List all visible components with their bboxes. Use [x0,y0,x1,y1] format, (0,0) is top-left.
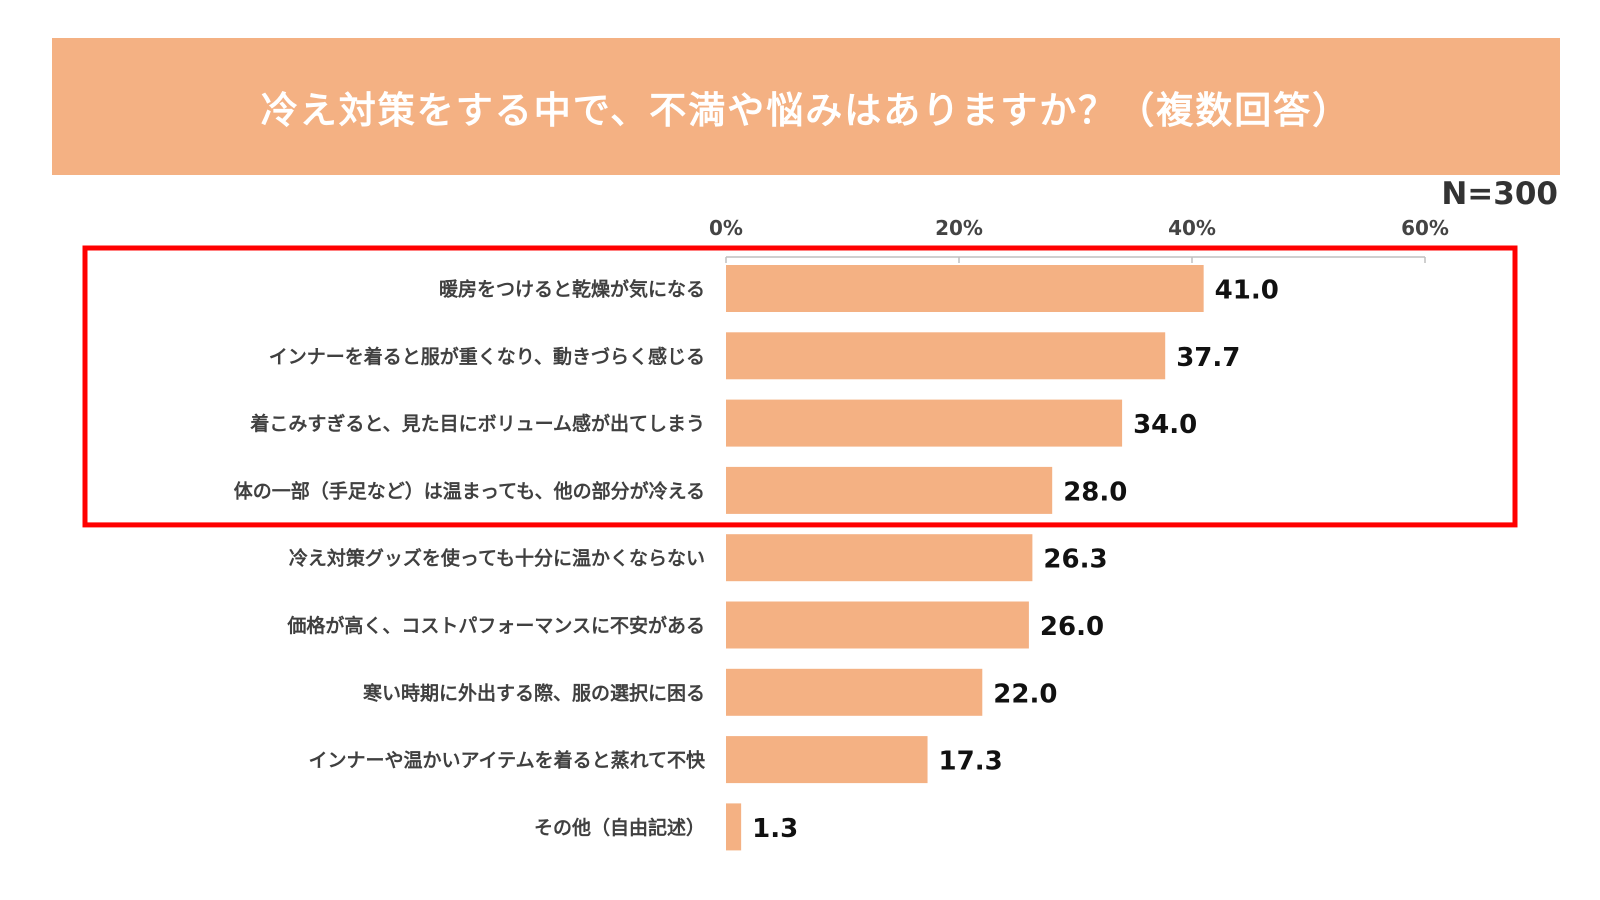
data-label: 37.7 [1176,343,1240,373]
sample-size-label: N=300 [1441,176,1558,212]
category-label: インナーや温かいアイテムを着ると蒸れて不快 [308,749,706,772]
data-label: 22.0 [993,679,1057,709]
category-label: 価格が高く、コストパフォーマンスに不安がある [286,614,705,637]
data-label: 34.0 [1133,410,1197,440]
chart-title: 冷え対策をする中で、不満や悩みはありますか？（複数回答） [260,88,1352,132]
highlight-box [82,245,1518,528]
data-label: 17.3 [939,747,1003,777]
category-label: 寒い時期に外出する際、服の選択に困る [363,681,705,704]
category-label: 着こみすぎると、見た目にボリューム感が出てしまう [250,412,705,435]
category-label: 体の一部（手足など）は温まっても、他の部分が冷える [234,479,705,502]
bar [726,803,742,851]
bar [726,399,1123,447]
bar [726,534,1033,582]
bar [726,265,1204,312]
x-tick-label: 20% [935,216,983,240]
data-label: 26.3 [1043,545,1107,575]
bar [726,601,1029,649]
data-label: 26.0 [1040,612,1104,642]
bar [726,668,983,716]
data-label: 41.0 [1215,276,1279,306]
category-label: 暖房をつけると乾燥が気になる [439,278,705,301]
x-tick-label: 60% [1401,216,1449,240]
category-label: その他（自由記述） [534,816,705,839]
title-banner: 冷え対策をする中で、不満や悩みはありますか？（複数回答） [52,38,1560,175]
x-tick-label: 0% [709,216,743,240]
data-label: 1.3 [752,814,798,844]
category-label: 冷え対策グッズを使っても十分に温かくならない [289,547,705,570]
x-tick-label: 40% [1168,216,1216,240]
category-label: インナーを着ると服が重くなり、動きづらく感じる [269,345,705,368]
data-label: 28.0 [1063,477,1127,507]
bar [726,736,928,784]
bar [726,332,1166,380]
bar [726,466,1053,514]
